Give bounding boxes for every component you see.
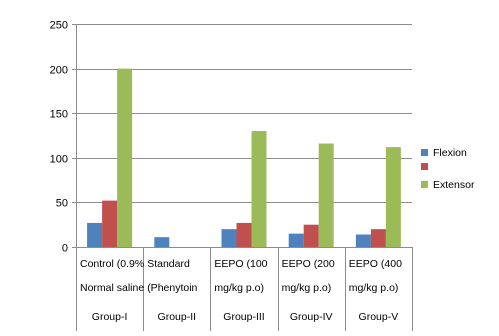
category-table [76, 247, 413, 331]
legend-label: Flexion [433, 147, 467, 159]
legend-swatch [421, 149, 428, 156]
y-tick-label: 0 [62, 243, 68, 255]
x-tick-label: Control (0.9% [80, 258, 144, 270]
bar [251, 131, 267, 247]
bar [117, 68, 133, 247]
x-tick-label: EEPO (100 [214, 258, 267, 270]
y-axis: 0 50 100 150 200 250 [50, 20, 77, 255]
y-tick-label: 100 [50, 154, 68, 166]
bar [154, 237, 170, 247]
bar [318, 143, 334, 247]
bar [355, 234, 371, 247]
bar [102, 200, 118, 247]
x-group-label: Group-II [158, 311, 197, 323]
x-tick-label: EEPO (200 [282, 258, 335, 270]
x-group-label: Group-IV [290, 311, 333, 323]
legend-swatch [421, 163, 428, 170]
bar [288, 233, 304, 247]
legend-swatch [421, 181, 428, 188]
x-group-label: Group-III [223, 311, 264, 323]
y-tick-label: 250 [50, 20, 68, 32]
x-tick-label: mg/kg p.o) [282, 282, 332, 294]
legend-label: Extensor [433, 179, 475, 191]
bar [303, 224, 319, 247]
x-tick-label: Standard [147, 258, 190, 270]
x-tick-label: mg/kg p.o) [214, 282, 264, 294]
bar [236, 222, 252, 247]
x-tick-label: mg/kg p.o) [349, 282, 399, 294]
bar [221, 229, 237, 247]
bar [385, 147, 401, 247]
x-tick-label: EEPO (400 [349, 258, 402, 270]
y-tick-label: 200 [50, 65, 68, 77]
x-tick-label: Normal saline [80, 282, 144, 294]
x-group-label: Group-V [359, 311, 399, 323]
bars [87, 68, 401, 247]
y-tick-label: 150 [50, 109, 68, 121]
x-tick-label: (Phenytoin [147, 282, 197, 294]
legend: Flexion Extensor [421, 147, 475, 191]
bar [370, 229, 386, 247]
x-axis-labels: Control (0.9% Normal saline Group-I Standar… [80, 258, 402, 323]
y-tick-label: 50 [56, 198, 68, 210]
x-group-label: Group-I [92, 311, 128, 323]
bar [87, 222, 103, 247]
